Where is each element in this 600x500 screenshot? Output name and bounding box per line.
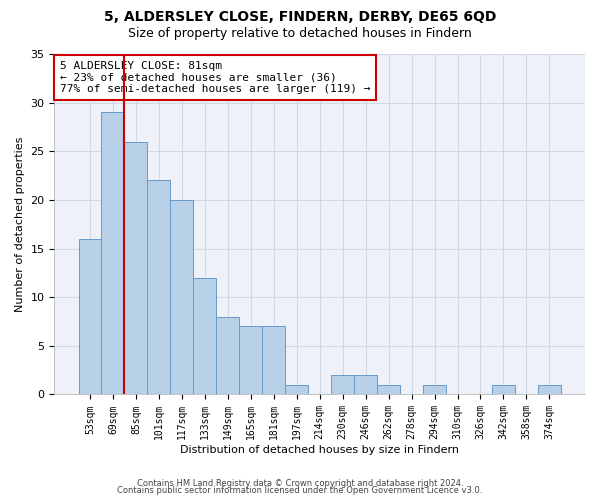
Bar (217, 316, 239, 394)
Bar (285, 384, 308, 394)
Bar (492, 384, 515, 394)
X-axis label: Distribution of detached houses by size in Findern: Distribution of detached houses by size … (180, 445, 459, 455)
Bar (239, 326, 262, 394)
Bar (193, 278, 217, 394)
Text: Contains public sector information licensed under the Open Government Licence v3: Contains public sector information licen… (118, 486, 482, 495)
Bar (538, 384, 561, 394)
Text: Size of property relative to detached houses in Findern: Size of property relative to detached ho… (128, 28, 472, 40)
Bar (101, 112, 124, 394)
Bar (124, 142, 148, 394)
Bar (423, 384, 446, 394)
Bar (354, 375, 377, 394)
Text: 5, ALDERSLEY CLOSE, FINDERN, DERBY, DE65 6QD: 5, ALDERSLEY CLOSE, FINDERN, DERBY, DE65… (104, 10, 496, 24)
Bar (170, 200, 193, 394)
Text: 5 ALDERSLEY CLOSE: 81sqm
← 23% of detached houses are smaller (36)
77% of semi-d: 5 ALDERSLEY CLOSE: 81sqm ← 23% of detach… (60, 61, 370, 94)
Bar (148, 180, 170, 394)
Bar (377, 384, 400, 394)
Y-axis label: Number of detached properties: Number of detached properties (15, 136, 25, 312)
Bar (79, 239, 101, 394)
Text: Contains HM Land Registry data © Crown copyright and database right 2024.: Contains HM Land Registry data © Crown c… (137, 478, 463, 488)
Bar (262, 326, 285, 394)
Bar (331, 375, 354, 394)
